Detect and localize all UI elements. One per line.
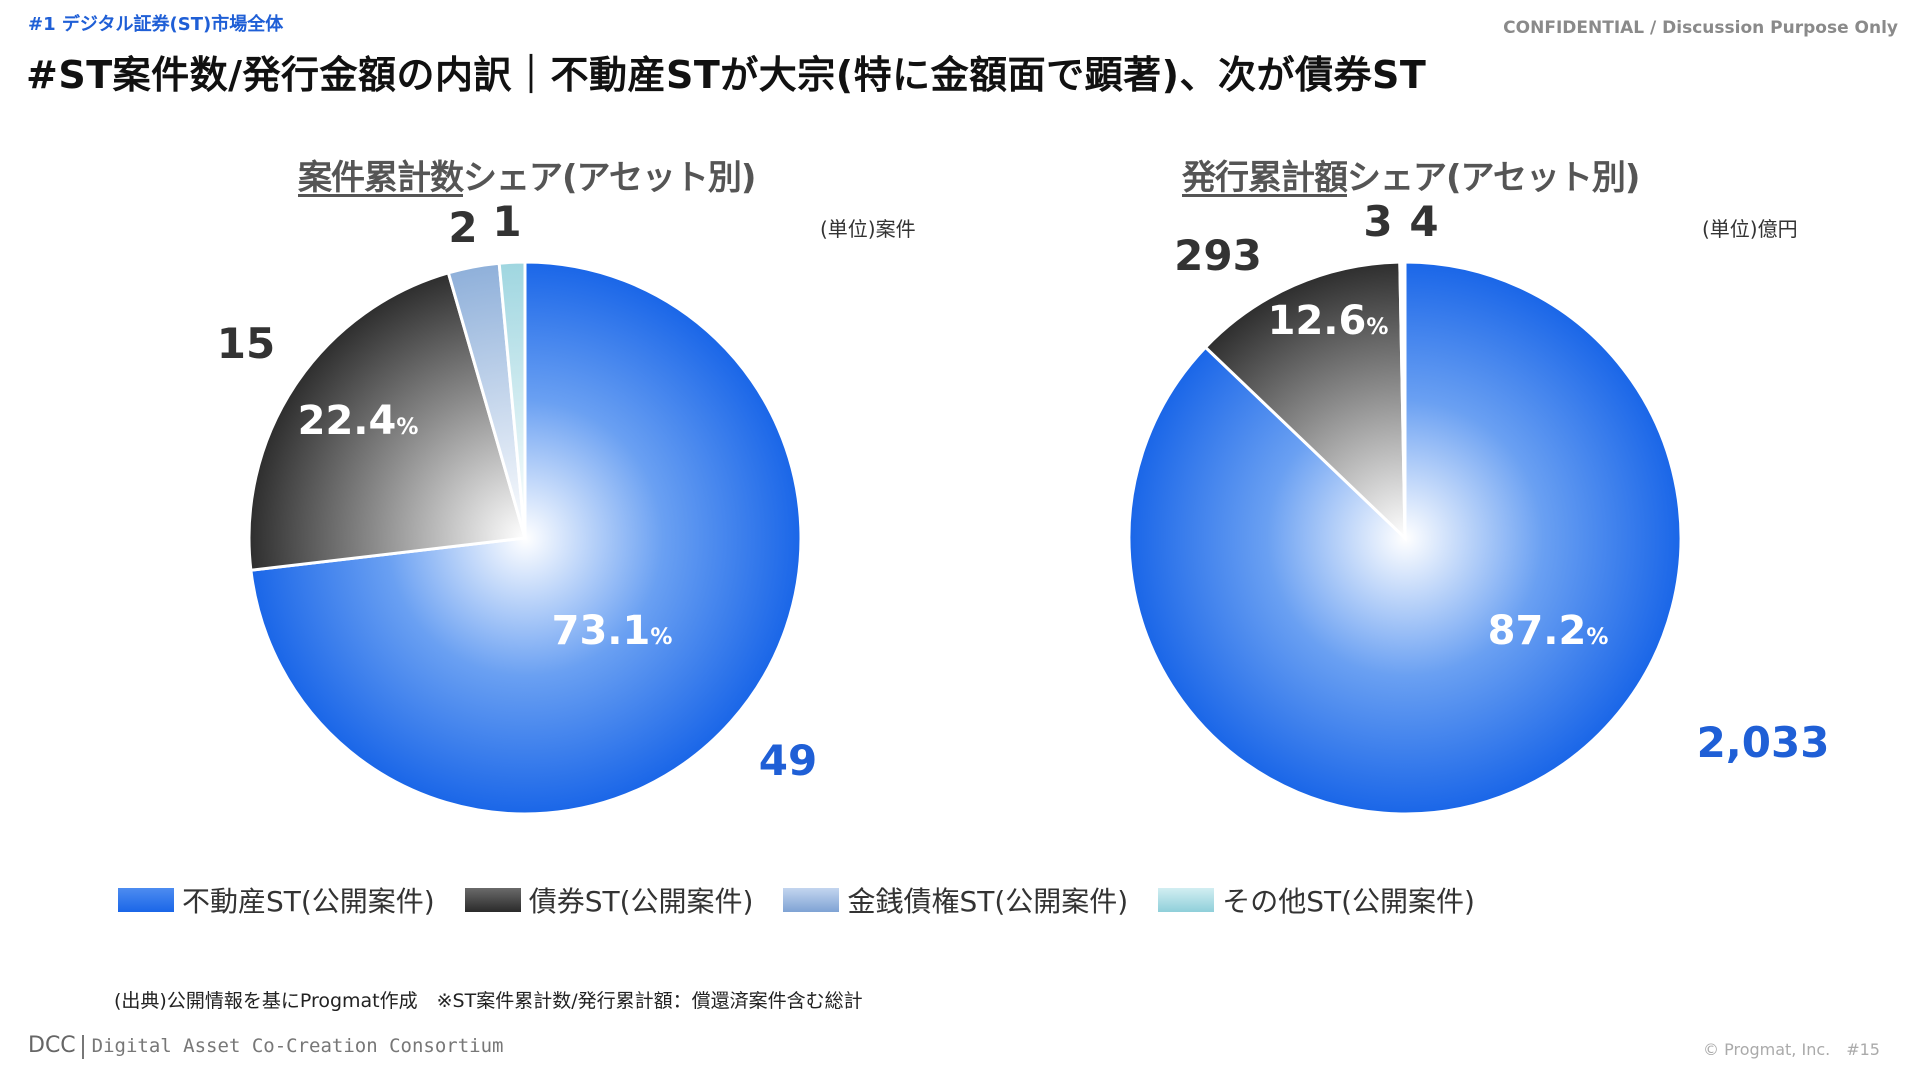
chart2-unit: (単位)億円 — [1702, 217, 1798, 241]
chart2-value-monetary: 3 — [1363, 197, 1392, 246]
legend-label-monetary: 金銭債権ST(公開案件) — [847, 885, 1129, 918]
chart1-slice-bond — [247, 270, 527, 572]
legend-item-other: その他ST(公開案件) — [1158, 880, 1475, 920]
legend-swatch-real-estate — [118, 888, 174, 912]
legend-swatch-other — [1158, 888, 1215, 912]
chart1-value-bond: 15 — [217, 319, 275, 368]
legend-item-real-estate: 不動産ST(公開案件) — [118, 880, 435, 920]
footer-logo: DCC Digital Asset Co-Creation Consortium — [28, 1033, 503, 1059]
legend-item-bond: 債券ST(公開案件) — [464, 880, 754, 920]
chart1-value-other: 1 — [492, 197, 521, 246]
confidential-label: CONFIDENTIAL / Discussion Purpose Only — [1503, 18, 1898, 38]
chart2-title-rest: シェア(アセット別) — [1347, 158, 1640, 198]
source-note: (出典)公開情報を基にProgmat作成 ※ST案件累計数/発行累計額：償還済案… — [114, 990, 863, 1012]
chart2-value-other: 4 — [1409, 197, 1438, 246]
chart1-title-underlined: 案件累計数 — [298, 158, 464, 198]
chart1-percent-bond: 22.4% — [298, 398, 419, 444]
chart2-slice-bond — [1203, 260, 1407, 542]
logo-short: DCC — [28, 1033, 76, 1058]
chart2-title: 発行累計額シェア(アセット別) — [1182, 150, 1640, 199]
legend-label-bond: 債券ST(公開案件) — [528, 885, 754, 918]
legend-swatch-monetary — [783, 888, 840, 912]
chart1-slice-other — [497, 260, 527, 539]
chart2-value-bond: 293 — [1174, 231, 1262, 280]
chart2-title-underlined: 発行累計額 — [1182, 158, 1348, 198]
logo-divider — [81, 1034, 84, 1059]
chart1-percent-real-estate: 73.1% — [552, 608, 673, 654]
chart1-unit: (単位)案件 — [820, 217, 916, 241]
chart1-value-real-estate: 49 — [759, 736, 817, 785]
section-tag: #1 デジタル証券(ST)市場全体 — [28, 14, 284, 35]
chart2-value-real-estate: 2,033 — [1697, 718, 1830, 767]
legend-label-other: その他ST(公開案件) — [1222, 885, 1475, 918]
legend-swatch-bond — [464, 888, 521, 912]
legend: 不動産ST(公開案件) 債券ST(公開案件) 金銭債権ST(公開案件) その他S… — [118, 880, 1505, 920]
legend-item-monetary: 金銭債権ST(公開案件) — [783, 880, 1128, 920]
chart1-title: 案件累計数シェア(アセット別) — [298, 150, 756, 199]
chart1-value-monetary: 2 — [448, 203, 477, 252]
logo-long: Digital Asset Co-Creation Consortium — [91, 1035, 504, 1057]
chart2-percent-bond: 12.6% — [1268, 298, 1389, 344]
chart2-slice-other — [1400, 260, 1407, 539]
page-title: #ST案件数/発行金額の内訳｜不動産STが大宗(特に金額面で顕著)、次が債券ST — [26, 53, 1427, 97]
copyright: © Progmat, Inc. #15 — [1703, 1040, 1880, 1059]
chart1-title-rest: シェア(アセット別) — [463, 158, 756, 198]
legend-label-real-estate: 不動産ST(公開案件) — [182, 885, 435, 918]
chart2-percent-real-estate: 87.2% — [1488, 608, 1609, 654]
